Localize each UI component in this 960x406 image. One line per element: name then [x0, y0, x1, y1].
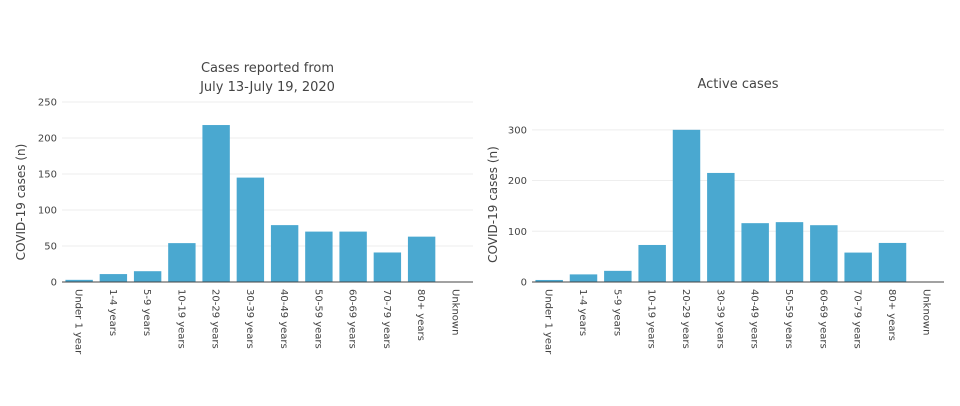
- chart-1: Cases reported from July 13-July 19, 2020…: [14, 61, 473, 355]
- x-tick-label: Unknown: [920, 289, 931, 335]
- x-tick-label: 20-29 years: [210, 289, 221, 349]
- x-tick-label: 30-39 years: [244, 289, 255, 349]
- y-tick-label: 200: [508, 176, 527, 187]
- y-tick-label: 300: [508, 125, 527, 136]
- x-tick-label: 40-49 years: [749, 289, 760, 349]
- bar-50-59-years: [305, 231, 333, 282]
- x-tick-label: 1-4 years: [577, 289, 588, 336]
- x-tick-label: 60-69 years: [817, 289, 828, 349]
- x-tick-label: Under 1 year: [73, 289, 84, 355]
- y-tick-label: 0: [521, 278, 527, 289]
- chart-title-line: July 13-July 19, 2020: [199, 80, 335, 95]
- x-tick-label: 50-59 years: [312, 289, 323, 349]
- bar-60-69-years: [810, 225, 838, 282]
- bar-30-39-years: [707, 172, 735, 282]
- chart-title-line: Active cases: [697, 77, 778, 92]
- bar-70-79-years: [844, 252, 872, 282]
- x-tick-label: Unknown: [449, 289, 460, 335]
- x-tick-label: 80+ years: [886, 289, 897, 341]
- bar-80-years: [407, 236, 436, 282]
- x-tick-label: 30-39 years: [714, 289, 725, 349]
- x-tick-label: 70-79 years: [381, 289, 392, 349]
- bar-70-79-years: [373, 252, 402, 282]
- x-tick-label: 60-69 years: [347, 289, 358, 349]
- bar-30-39-years: [236, 177, 265, 282]
- y-tick-label: 100: [508, 227, 527, 238]
- y-tick-label: 0: [51, 278, 57, 289]
- x-tick-label: 40-49 years: [278, 289, 289, 349]
- y-tick-label: 100: [38, 206, 57, 217]
- x-tick-label: 10-19 years: [646, 289, 657, 349]
- y-tick-label: 50: [44, 242, 57, 253]
- y-axis-title: COVID-19 cases (n): [486, 146, 500, 263]
- bar-5-9-years: [133, 271, 162, 282]
- bar-10-19-years: [168, 243, 196, 282]
- x-tick-label: 5-9 years: [611, 289, 622, 336]
- bar-40-49-years: [270, 225, 299, 282]
- x-tick-label: 5-9 years: [141, 289, 152, 336]
- bar-60-69-years: [339, 231, 367, 282]
- x-tick-label: Under 1 year: [543, 289, 554, 355]
- y-tick-label: 250: [38, 98, 57, 109]
- bar-10-19-years: [638, 244, 666, 282]
- bar-1-4-years: [569, 274, 598, 282]
- x-tick-label: 20-29 years: [680, 289, 691, 349]
- bar-1-4-years: [99, 274, 128, 282]
- x-tick-label: 80+ years: [415, 289, 426, 341]
- chart-title-line: Cases reported from: [201, 61, 334, 76]
- bar-20-29-years: [202, 125, 230, 282]
- chart-2: Active cases 0 100 200 300 Under 1 year 1-4 ye…: [486, 77, 944, 355]
- bar-80-years: [878, 242, 907, 282]
- bar-under-1-year: [535, 279, 563, 282]
- x-tick-label: 50-59 years: [783, 289, 794, 349]
- x-tick-label: 10-19 years: [175, 289, 186, 349]
- x-tick-label: 1-4 years: [107, 289, 118, 336]
- bar-5-9-years: [604, 270, 632, 282]
- y-axis-title: COVID-19 cases (n): [14, 144, 28, 261]
- y-tick-label: 150: [38, 170, 57, 181]
- bar-50-59-years: [775, 222, 804, 282]
- bar-20-29-years: [672, 129, 701, 282]
- bar-under-1-year: [65, 279, 93, 282]
- x-tick-label: 70-79 years: [852, 289, 863, 349]
- bar-40-49-years: [741, 223, 769, 282]
- y-tick-label: 200: [38, 134, 57, 145]
